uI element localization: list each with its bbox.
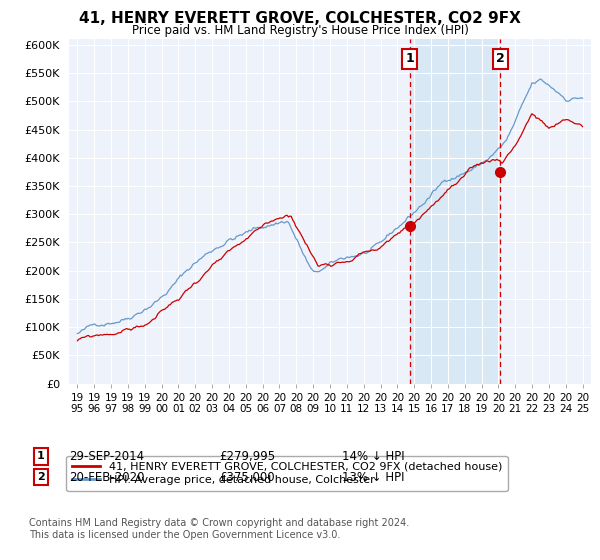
Text: 1: 1	[406, 53, 415, 66]
Text: Contains HM Land Registry data © Crown copyright and database right 2024.
This d: Contains HM Land Registry data © Crown c…	[29, 518, 409, 540]
Text: 29-SEP-2014: 29-SEP-2014	[69, 450, 144, 463]
Text: 14% ↓ HPI: 14% ↓ HPI	[342, 450, 404, 463]
Text: 13% ↓ HPI: 13% ↓ HPI	[342, 470, 404, 484]
Text: Price paid vs. HM Land Registry's House Price Index (HPI): Price paid vs. HM Land Registry's House …	[131, 24, 469, 36]
Bar	[410, 39, 500, 384]
Text: 2: 2	[496, 53, 505, 66]
Text: 1: 1	[37, 451, 44, 461]
Text: £279,995: £279,995	[219, 450, 275, 463]
Text: 20-FEB-2020: 20-FEB-2020	[69, 470, 145, 484]
Text: £375,000: £375,000	[219, 470, 275, 484]
Text: 41, HENRY EVERETT GROVE, COLCHESTER, CO2 9FX: 41, HENRY EVERETT GROVE, COLCHESTER, CO2…	[79, 11, 521, 26]
Text: 2: 2	[37, 472, 44, 482]
Legend: 41, HENRY EVERETT GROVE, COLCHESTER, CO2 9FX (detached house), HPI: Average pric: 41, HENRY EVERETT GROVE, COLCHESTER, CO2…	[67, 456, 508, 491]
